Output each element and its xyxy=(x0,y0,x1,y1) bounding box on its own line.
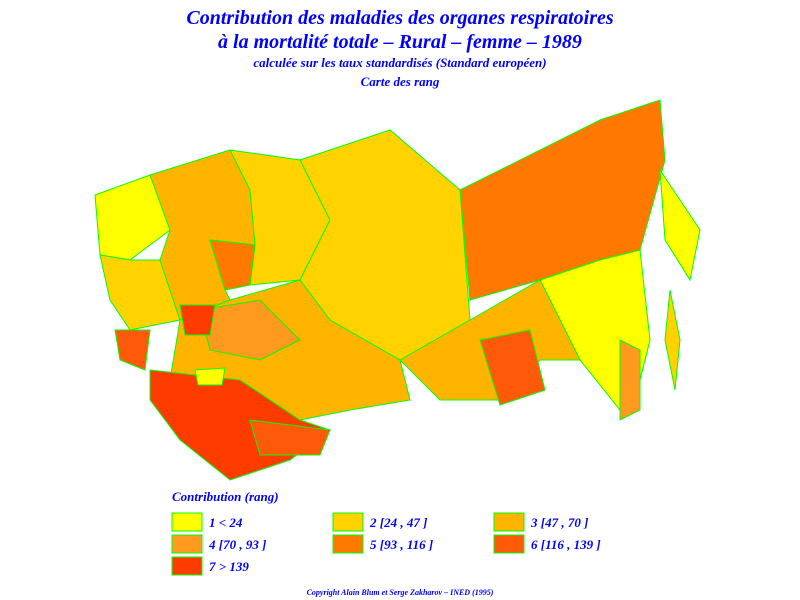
region xyxy=(209,239,256,291)
legend-label: 5 [93 , 116 ] xyxy=(370,537,433,552)
region xyxy=(479,329,546,406)
legend-label: 4 [70 , 93 ] xyxy=(208,537,266,552)
legend: 1 < 24 2 [24 , 47 ] 3 [47 , 70 ] 4 [70 , 93… xyxy=(171,512,601,576)
title-line2: à la mortalité totale – Rural – femme – … xyxy=(218,31,582,53)
title-line1: Contribution des maladies des organes re… xyxy=(186,7,613,29)
region xyxy=(94,174,171,261)
legend-label: 6 [116 , 139 ] xyxy=(531,537,601,552)
region xyxy=(179,304,216,336)
legend-label: 7 > 139 xyxy=(209,559,249,574)
region xyxy=(249,419,331,456)
region xyxy=(194,367,226,386)
legend-swatch xyxy=(332,512,364,532)
region xyxy=(114,329,151,371)
legend-label: 1 < 24 xyxy=(209,515,243,530)
region xyxy=(659,168,701,282)
region xyxy=(619,339,641,421)
legend-title: Contribution (rang) xyxy=(172,489,279,504)
map xyxy=(94,99,701,481)
copyright: Copyright Alain Blum et Serge Zakharov –… xyxy=(307,588,494,597)
legend-swatch xyxy=(171,534,203,554)
map-name: Carte des rang xyxy=(361,74,440,89)
region xyxy=(664,289,681,391)
legend-swatch xyxy=(493,534,525,554)
legend-swatch xyxy=(493,512,525,532)
region xyxy=(199,299,301,361)
legend-swatch xyxy=(332,534,364,554)
legend-label: 3 [47 , 70 ] xyxy=(530,515,588,530)
subtitle: calculée sur les taux standardisés (Stan… xyxy=(253,55,546,70)
legend-swatch xyxy=(171,512,203,532)
legend-swatch xyxy=(171,556,203,576)
legend-label: 2 [24 , 47 ] xyxy=(369,515,427,530)
